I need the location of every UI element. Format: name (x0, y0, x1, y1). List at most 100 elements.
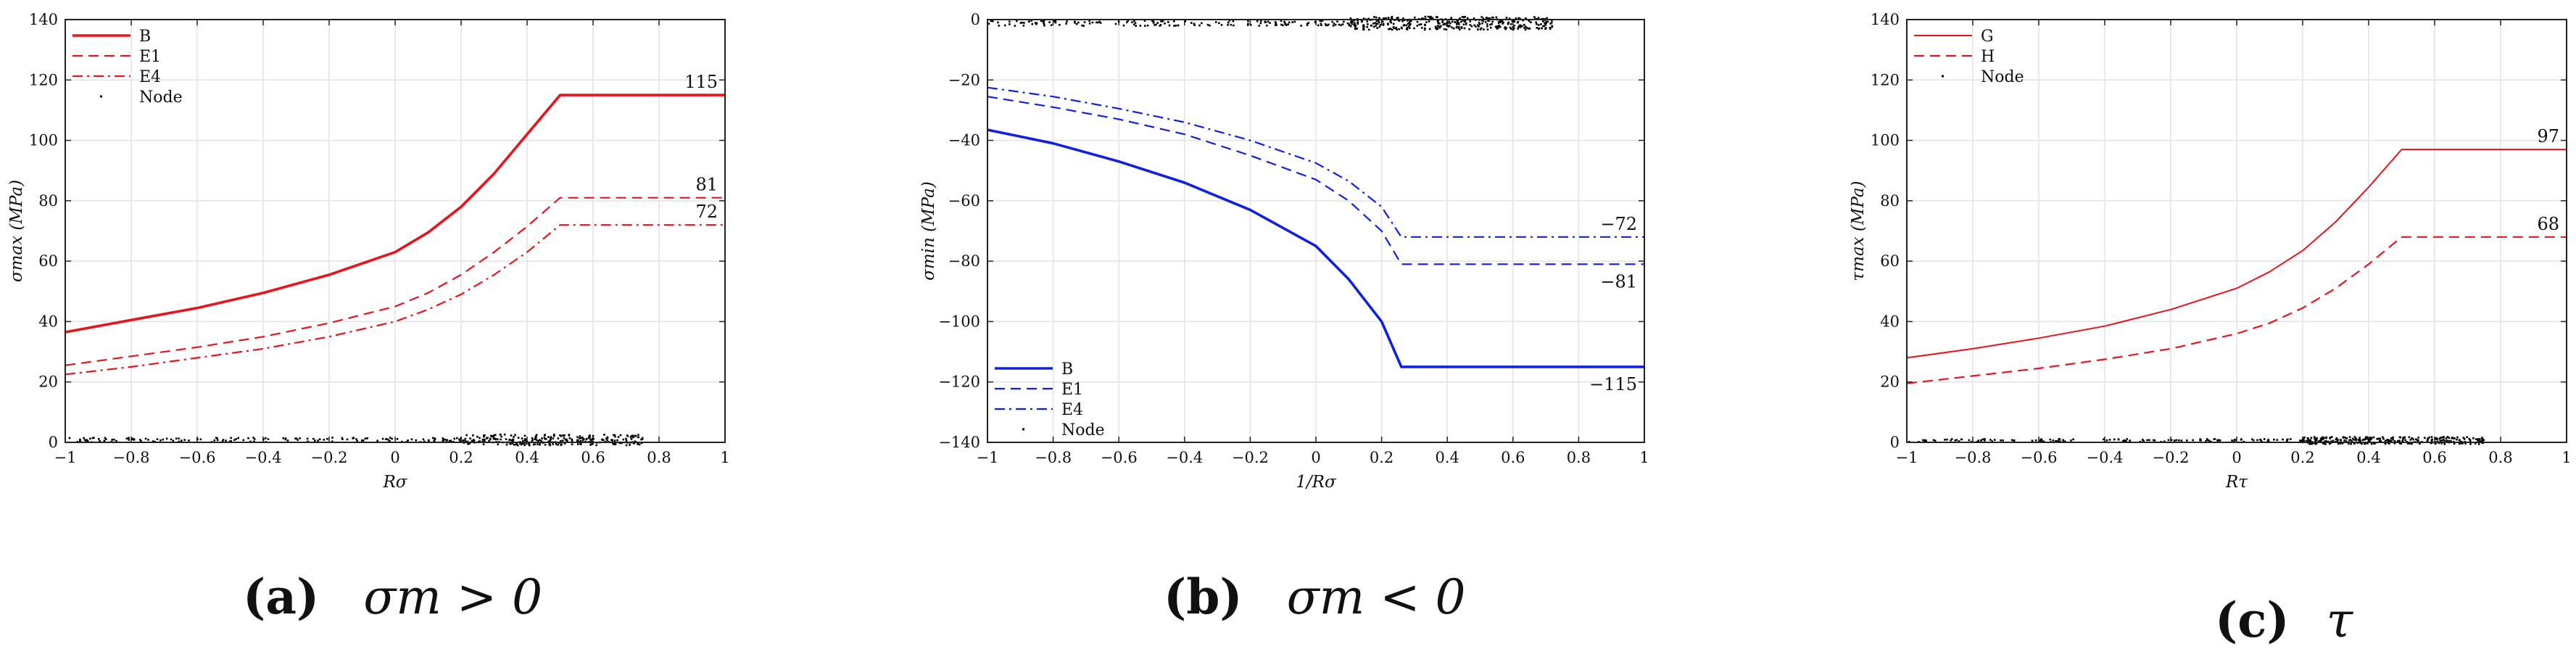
node-point (2302, 438, 2305, 440)
node-point (1465, 22, 1467, 25)
node-point (1534, 17, 1536, 20)
node-point (2399, 436, 2402, 439)
node-point (2369, 437, 2372, 439)
caption-b: (b) σm < 0 (1164, 569, 1465, 625)
node-point (1402, 17, 1404, 20)
node-point (1442, 23, 1445, 26)
node-point (489, 434, 492, 437)
node-point (512, 438, 514, 441)
node-point (2300, 439, 2303, 442)
node-point (450, 439, 452, 442)
node-point (625, 437, 627, 440)
node-point (492, 436, 495, 438)
caption-c-label: (c) (2215, 592, 2290, 648)
node-point (2464, 442, 2467, 445)
x-tick-label: 0.6 (2422, 449, 2446, 466)
node-point (1460, 27, 1463, 29)
node-point (2343, 436, 2346, 439)
node-point (579, 442, 581, 445)
node-point (1125, 21, 1128, 24)
node-point (1348, 24, 1351, 27)
node-point (2378, 439, 2381, 442)
node-point (2369, 438, 2372, 441)
node-point (1193, 24, 1196, 26)
node-point (1264, 20, 1267, 23)
node-point (1259, 22, 1262, 25)
node-point (1184, 20, 1187, 22)
node-point (388, 439, 391, 442)
node-point (453, 437, 456, 440)
node-point (520, 443, 523, 446)
node-point (1065, 22, 1067, 25)
node-point (587, 437, 590, 439)
node-point (1300, 25, 1303, 27)
node-point (2370, 442, 2373, 445)
node-point (264, 437, 267, 439)
node-point (1457, 22, 1459, 24)
node-point (2409, 439, 2412, 441)
node-point (2240, 439, 2242, 441)
node-point (1362, 28, 1365, 30)
node-point (1473, 17, 1475, 20)
node-point (1524, 28, 1527, 31)
node-point (637, 443, 639, 445)
node-point (1483, 28, 1485, 30)
node-point (1320, 22, 1322, 25)
node-point (631, 434, 634, 437)
node-point (484, 439, 486, 441)
node-point (1515, 17, 1517, 20)
node-point (541, 437, 543, 439)
node-point (1198, 24, 1201, 27)
node-point (2351, 440, 2353, 442)
node-point (1469, 24, 1472, 26)
node-point (1139, 25, 1142, 27)
node-point (1349, 21, 1352, 23)
node-point (509, 442, 512, 445)
node-point (1450, 17, 1452, 19)
node-point (1540, 27, 1543, 30)
node-point (1391, 17, 1393, 20)
x-tick-label: −0.2 (1232, 449, 1269, 466)
node-point (616, 439, 618, 442)
x-tick-label: 0 (390, 449, 399, 466)
node-point (2148, 439, 2150, 442)
x-tick-label: −0.4 (2087, 449, 2124, 466)
node-point (1088, 22, 1091, 25)
node-point (1343, 20, 1345, 23)
node-point (641, 438, 644, 440)
y-tick-label: 20 (1880, 373, 1900, 391)
node-point (634, 434, 637, 437)
node-point (1977, 439, 1980, 442)
node-point (1383, 17, 1386, 20)
node-point (1406, 20, 1409, 22)
node-point (312, 437, 315, 440)
series-g-line (1906, 149, 2567, 359)
x-tick-label: 0.8 (1567, 449, 1591, 466)
node-point (2391, 437, 2393, 439)
legend-node-marker (1942, 75, 1944, 78)
node-point (1925, 439, 1927, 442)
node-point (613, 434, 616, 437)
node-point (1538, 27, 1540, 30)
node-point (467, 443, 470, 445)
node-point (2376, 437, 2379, 440)
node-point (531, 440, 534, 442)
node-point (1525, 27, 1528, 29)
node-point (297, 439, 299, 441)
node-point (1497, 22, 1500, 24)
node-point (2456, 436, 2459, 439)
node-point (1280, 20, 1283, 22)
node-point (1994, 439, 1996, 441)
node-point (442, 437, 444, 439)
node-point (423, 440, 426, 443)
node-point (1160, 20, 1162, 22)
node-point (494, 438, 497, 441)
node-point (485, 437, 488, 439)
node-point (235, 438, 238, 440)
node-point (1367, 23, 1369, 25)
node-point (589, 444, 592, 446)
node-point (2142, 439, 2145, 442)
node-point (1512, 28, 1515, 31)
node-point (2477, 443, 2480, 445)
node-point (1362, 26, 1364, 29)
